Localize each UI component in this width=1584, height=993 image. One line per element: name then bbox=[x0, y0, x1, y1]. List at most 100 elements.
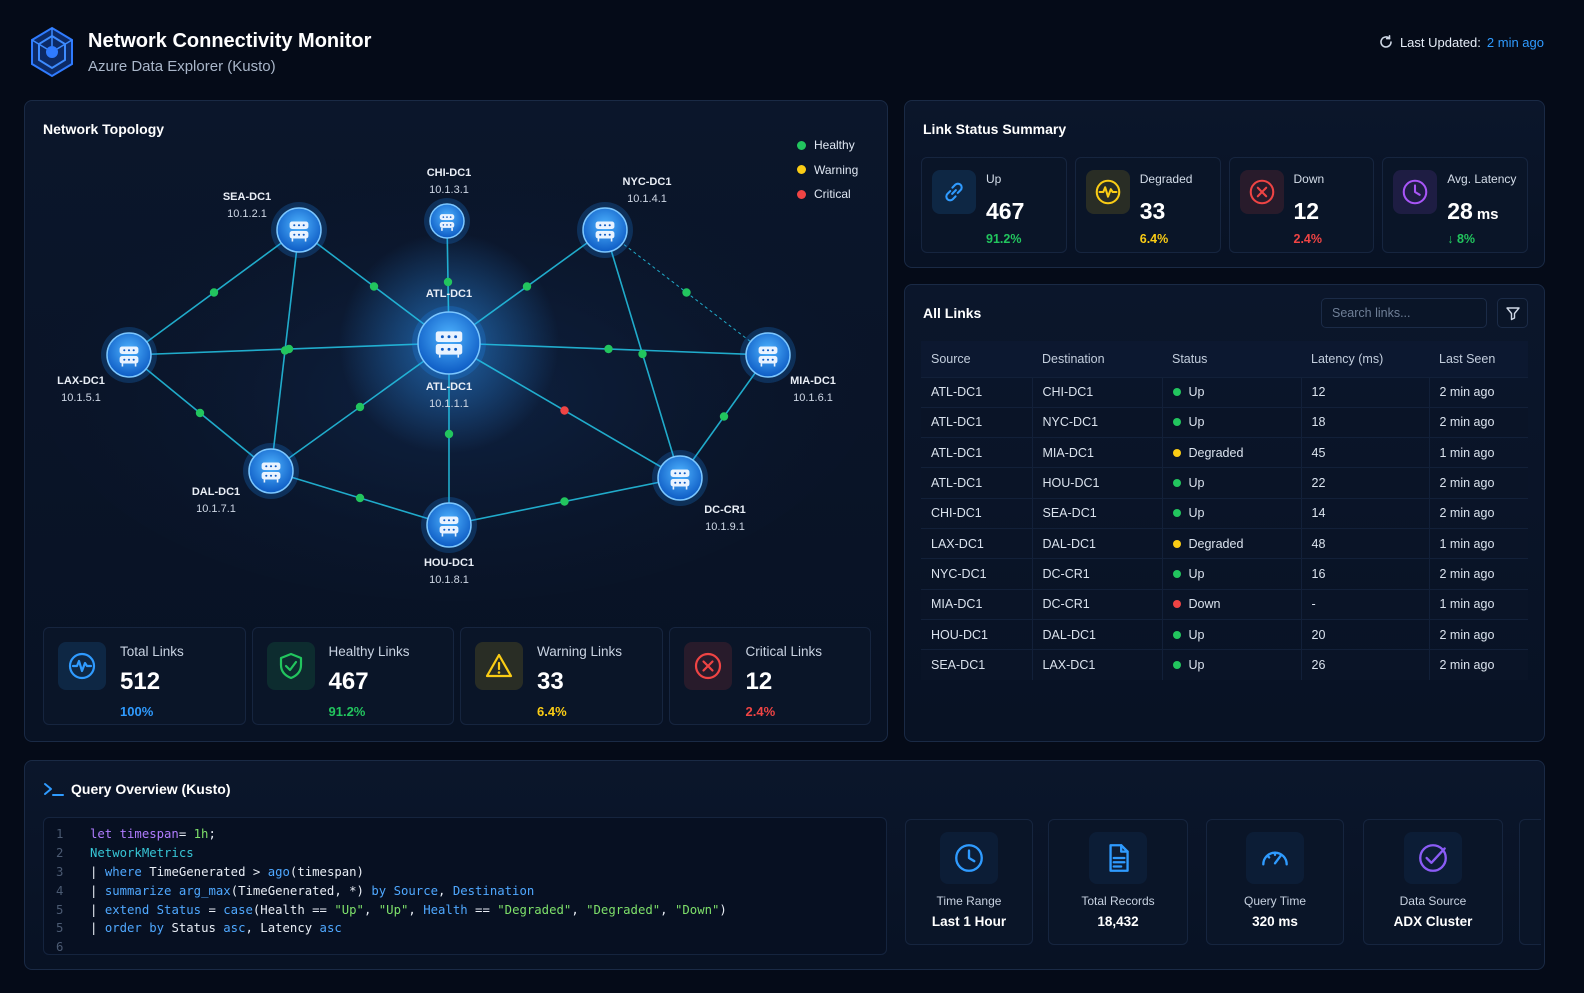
badge-check-icon bbox=[1404, 832, 1462, 884]
link-summary-cards: Up 467 91.2% Degraded 33 6.4% Down 12 2.4% Avg. L… bbox=[921, 157, 1528, 253]
stat-percent: 100% bbox=[120, 704, 154, 719]
column-header[interactable]: Status bbox=[1162, 341, 1301, 377]
column-header[interactable]: Latency (ms) bbox=[1301, 341, 1429, 377]
all-links-panel: All Links SourceDestinationStatusLatency… bbox=[904, 284, 1545, 742]
table-row[interactable]: ATL-DC1 NYC-DC1 Up 18 2 min ago bbox=[921, 406, 1528, 438]
stat-percent: 2.4% bbox=[745, 704, 776, 719]
code-token: by bbox=[371, 883, 387, 898]
search-links-input[interactable] bbox=[1321, 298, 1487, 328]
cell-latency: - bbox=[1301, 588, 1430, 620]
table-row[interactable]: ATL-DC1 CHI-DC1 Up 12 2 min ago bbox=[921, 376, 1528, 408]
link-status-dot bbox=[280, 346, 290, 355]
status-dot bbox=[1172, 418, 1181, 427]
node-hou-dc1[interactable] bbox=[421, 497, 477, 553]
link-status-summary-panel: Link Status Summary Up 467 91.2% Degraded 33… bbox=[904, 100, 1545, 268]
status-text: Degraded bbox=[1188, 445, 1244, 460]
code-token: asc bbox=[319, 921, 342, 936]
all-links-title: All Links bbox=[923, 305, 982, 321]
node-sea-dc1[interactable] bbox=[271, 202, 327, 258]
cell-source: MIA-DC1 bbox=[921, 588, 1033, 620]
topology-legend: Healthy Warning Critical bbox=[797, 133, 858, 207]
meta-label: Time Range bbox=[936, 894, 1002, 908]
node-label: ATL-DC1 bbox=[426, 288, 472, 300]
code-token: | bbox=[90, 902, 105, 917]
cell-status: Up bbox=[1162, 467, 1302, 499]
legend-dot bbox=[797, 140, 806, 150]
line-number: 2 bbox=[56, 845, 64, 860]
node-lax-dc1[interactable] bbox=[101, 327, 157, 383]
code-token: , bbox=[660, 902, 675, 917]
node-ip: 10.1.5.1 bbox=[61, 392, 101, 404]
table-row[interactable]: HOU-DC1 DAL-DC1 Up 20 2 min ago bbox=[921, 618, 1528, 650]
cell-status: Up bbox=[1162, 376, 1302, 408]
code-token: | bbox=[90, 921, 105, 936]
pulse-icon bbox=[58, 642, 106, 690]
query-meta-cards: Time Range Last 1 Hour Total Records 18,432… bbox=[905, 819, 1541, 947]
x-circle-icon bbox=[683, 642, 732, 690]
node-dc-cr1[interactable] bbox=[652, 450, 708, 506]
query-overview-panel: Query Overview (Kusto) 1 let timespan= 1h… bbox=[24, 760, 1545, 970]
link-status-dot bbox=[560, 497, 569, 506]
cell-last-seen: 1 min ago bbox=[1429, 588, 1528, 620]
cell-status: Up bbox=[1162, 406, 1302, 438]
node-atl-dc1[interactable] bbox=[412, 306, 486, 380]
column-header[interactable]: Destination bbox=[1032, 341, 1162, 377]
node-label: DAL-DC1 bbox=[192, 486, 240, 498]
refresh-icon[interactable] bbox=[1378, 34, 1394, 50]
code-token: , Latency bbox=[245, 921, 320, 936]
code-token: case bbox=[223, 902, 253, 917]
document-icon bbox=[1089, 832, 1147, 884]
legend-dot bbox=[797, 189, 806, 199]
code-line: 5 | extend Status = case(Health == "Up", … bbox=[44, 903, 886, 922]
code-token: "Degraded" bbox=[586, 902, 661, 917]
cell-last-seen: 2 min ago bbox=[1429, 376, 1528, 408]
status-dot bbox=[1172, 509, 1181, 518]
gauge-icon bbox=[1246, 832, 1304, 884]
filter-button[interactable] bbox=[1497, 298, 1528, 328]
link-status-dot bbox=[560, 406, 569, 415]
node-ip: 10.1.3.1 bbox=[429, 184, 469, 196]
table-row[interactable]: LAX-DC1 DAL-DC1 Degraded 48 1 min ago bbox=[921, 527, 1528, 559]
column-header[interactable]: Source bbox=[921, 341, 1032, 377]
summary-percent: 6.4% bbox=[1139, 232, 1169, 246]
node-nyc-dc1[interactable] bbox=[577, 202, 633, 258]
node-chi-dc1[interactable] bbox=[424, 198, 470, 244]
summary-value: 12 bbox=[1293, 198, 1320, 224]
table-row[interactable]: MIA-DC1 DC-CR1 Down -1 min ago bbox=[921, 588, 1528, 620]
code-token bbox=[149, 903, 156, 917]
summary-percent: ↓ 8% bbox=[1447, 232, 1476, 246]
cell-last-seen: 2 min ago bbox=[1429, 406, 1528, 438]
cell-status: Up bbox=[1162, 649, 1302, 680]
node-mia-dc1[interactable] bbox=[740, 327, 796, 383]
line-number: 5 bbox=[56, 902, 64, 917]
code-token: (timespan) bbox=[289, 864, 364, 879]
kusto-query-editor[interactable]: 1 let timespan= 1h; 2 NetworkMetrics 3 | wher… bbox=[43, 817, 887, 955]
table-row[interactable]: SEA-DC1 LAX-DC1 Up 26 2 min ago bbox=[921, 649, 1528, 680]
cell-destination: DAL-DC1 bbox=[1032, 618, 1163, 650]
code-token: 1h bbox=[193, 827, 209, 841]
stat-percent: 6.4% bbox=[537, 704, 567, 719]
topology-map[interactable]: ATL-DC1 ATL-DC1 10.1.1.1 CHI-DC1 10.1.3.1 SEA… bbox=[25, 101, 889, 621]
terminal-icon bbox=[44, 783, 64, 796]
link-status-dot bbox=[355, 402, 365, 412]
code-text: | order by Status asc, Latency asc bbox=[84, 921, 342, 940]
app-header: Network Connectivity Monitor Azure Data … bbox=[24, 24, 1544, 80]
table-row[interactable]: ATL-DC1 HOU-DC1 Up 22 2 min ago bbox=[921, 467, 1528, 499]
summary-card-avg-latency: Avg. Latency 28 ms ↓ 8% bbox=[1382, 157, 1528, 253]
cell-latency: 14 bbox=[1301, 497, 1430, 529]
link-summary-title: Link Status Summary bbox=[923, 121, 1067, 137]
status-text: Up bbox=[1188, 627, 1205, 642]
link-status-dot bbox=[444, 429, 454, 439]
last-updated-label: Last Updated: bbox=[1399, 34, 1481, 50]
node-label-secondary: ATL-DC1 bbox=[426, 381, 472, 393]
network-topology-panel: ATL-DC1 ATL-DC1 10.1.1.1 CHI-DC1 10.1.3.1 SEA… bbox=[24, 100, 888, 742]
node-dal-dc1[interactable] bbox=[243, 443, 299, 499]
column-header[interactable]: Last Seen bbox=[1429, 341, 1528, 377]
code-token: Status bbox=[156, 902, 202, 917]
table-row[interactable]: CHI-DC1 SEA-DC1 Up 14 2 min ago bbox=[921, 497, 1528, 529]
table-row[interactable]: NYC-DC1 DC-CR1 Up 16 2 min ago bbox=[921, 558, 1528, 590]
table-row[interactable]: ATL-DC1 MIA-DC1 Degraded 45 1 min ago bbox=[921, 437, 1528, 468]
link-status-dot bbox=[195, 408, 205, 418]
kusto-logo-icon bbox=[31, 26, 73, 78]
cell-destination: MIA-DC1 bbox=[1032, 437, 1163, 468]
